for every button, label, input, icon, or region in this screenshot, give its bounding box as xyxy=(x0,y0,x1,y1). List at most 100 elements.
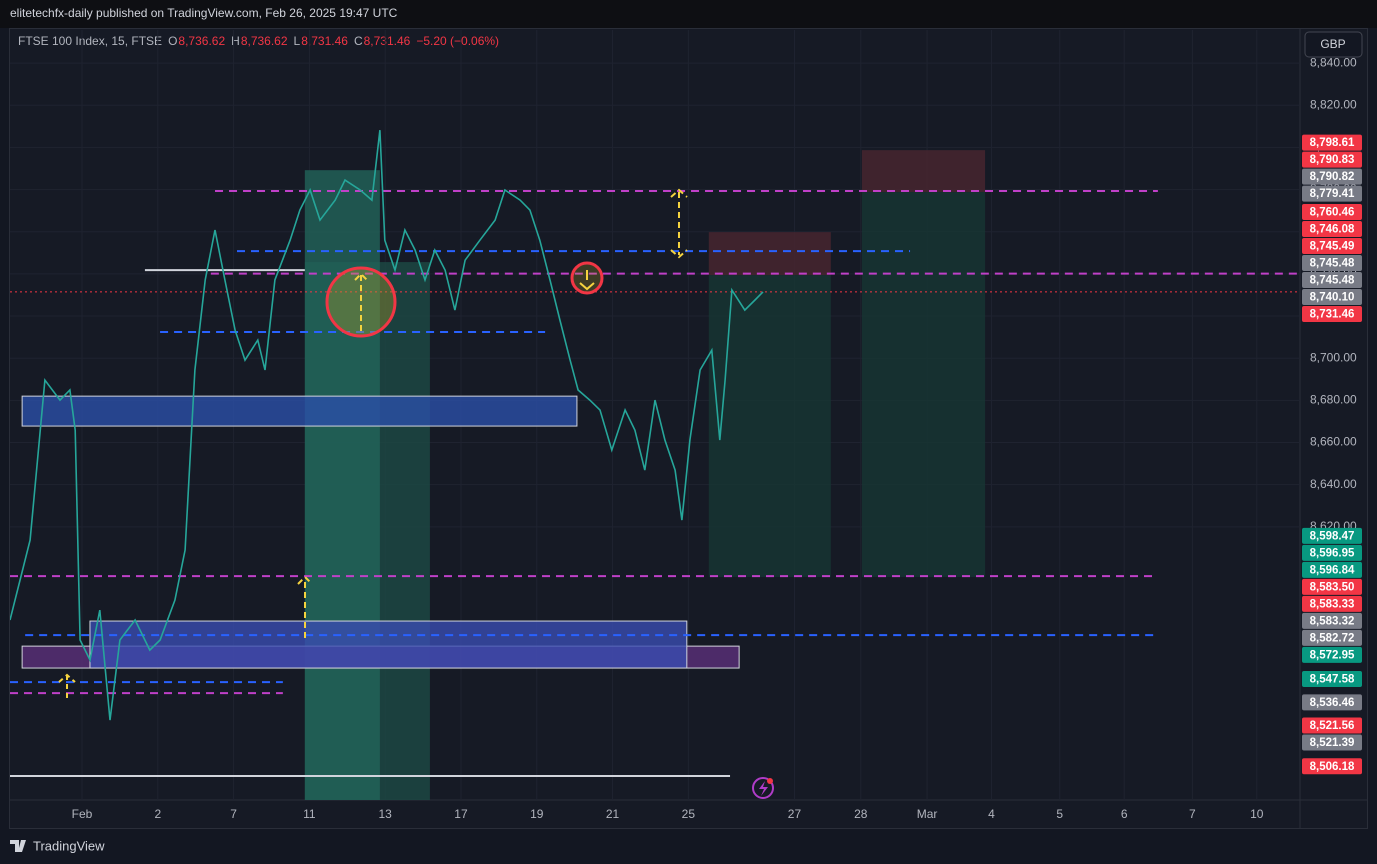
y-tick-label: 8,640.00 xyxy=(1310,477,1357,491)
price-label: 8,596.84 xyxy=(1310,564,1355,576)
y-tick-label: 8,660.00 xyxy=(1310,435,1357,449)
x-tick-label: 28 xyxy=(854,807,868,821)
price-label-box xyxy=(1302,646,1362,663)
x-tick-label: 25 xyxy=(682,807,696,821)
currency-label: GBP xyxy=(1320,37,1345,51)
y-tick-label: 8,840.00 xyxy=(1310,55,1357,69)
price-label-box xyxy=(1302,203,1362,220)
price-label-box xyxy=(1302,185,1362,202)
price-label: 8,760.46 xyxy=(1310,207,1355,219)
brand: TradingView xyxy=(10,838,105,853)
price-label-box xyxy=(1302,151,1362,168)
ohlc-name: H xyxy=(231,34,240,48)
price-label: 8,790.83 xyxy=(1310,154,1355,166)
ohlc-name: C xyxy=(354,34,363,48)
arrow xyxy=(297,575,313,640)
x-tick-label: 13 xyxy=(378,807,392,821)
ohlc-value: 8,736.62 xyxy=(178,34,225,48)
zone xyxy=(89,620,688,669)
zone xyxy=(708,275,831,577)
y-tick-label: 8,680.00 xyxy=(1310,393,1357,407)
price-line xyxy=(10,130,764,721)
highlight-circle xyxy=(325,266,397,338)
price-label: 8,506.18 xyxy=(1310,761,1355,773)
x-tick-label: 17 xyxy=(454,807,468,821)
ohlc-name: L xyxy=(294,34,301,48)
price-label: 8,547.58 xyxy=(1310,674,1355,686)
x-tick-label: 10 xyxy=(1250,807,1264,821)
x-tick-label: 11 xyxy=(303,807,316,821)
brand-logo xyxy=(10,840,26,852)
change-value: −5.20 (−0.06%) xyxy=(416,34,499,48)
price-label: 8,596.95 xyxy=(1310,547,1355,559)
x-tick-label: 7 xyxy=(230,807,237,821)
x-tick-label: 6 xyxy=(1121,807,1128,821)
x-tick-label: 5 xyxy=(1056,807,1063,821)
price-label-box xyxy=(1302,595,1362,612)
price-label-box xyxy=(1302,220,1362,237)
price-label-box xyxy=(1302,694,1362,711)
x-tick-label: 4 xyxy=(988,807,995,821)
price-label: 8,521.56 xyxy=(1310,720,1355,732)
legend: FTSE 100 Index, 15, FTSE O 8,736.62 H 8,736… xyxy=(18,34,499,48)
alert-icon[interactable] xyxy=(752,777,774,799)
brand-name: TradingView xyxy=(33,838,105,853)
price-label-box xyxy=(1302,578,1362,595)
plot-area xyxy=(10,130,1300,800)
x-tick-label: Feb xyxy=(72,807,93,821)
price-label: 8,583.50 xyxy=(1310,581,1355,593)
price-label: 8,790.82 xyxy=(1310,171,1355,183)
zone xyxy=(861,192,986,577)
zone xyxy=(861,150,986,193)
price-label: 8,731.46 xyxy=(1310,309,1355,321)
x-tick-label: Mar xyxy=(917,807,938,821)
arrow xyxy=(354,272,368,335)
x-tick-label: 27 xyxy=(788,807,802,821)
price-label-box xyxy=(1302,527,1362,544)
x-tick-label: 19 xyxy=(530,807,544,821)
ohlc-value: 8,731.46 xyxy=(364,34,411,48)
x-tick-label: 21 xyxy=(606,807,620,821)
annotations xyxy=(58,188,688,700)
price-label-box xyxy=(1302,288,1362,305)
price-label-box xyxy=(1302,629,1362,646)
price-label-box xyxy=(1302,305,1362,322)
price-label: 8,521.39 xyxy=(1310,737,1355,749)
price-label: 8,572.95 xyxy=(1310,649,1355,661)
symbol-title: FTSE 100 Index, 15, FTSE xyxy=(18,34,162,48)
currency-button[interactable] xyxy=(1304,31,1363,58)
price-label-box xyxy=(1302,271,1362,288)
price-label: 8,536.46 xyxy=(1310,697,1355,709)
x-tick-label: 2 xyxy=(154,807,161,821)
price-label-box xyxy=(1302,134,1362,151)
x-tick-label: 7 xyxy=(1189,807,1196,821)
price-label-box xyxy=(1302,758,1362,775)
price-label-box xyxy=(1302,670,1362,687)
price-label: 8,779.41 xyxy=(1310,188,1355,200)
price-label: 8,583.33 xyxy=(1310,598,1355,610)
alert-ring xyxy=(752,777,774,799)
price-label-box xyxy=(1302,612,1362,629)
publish-header: elitetechfx-daily published on TradingVi… xyxy=(10,6,398,20)
zone xyxy=(21,395,578,427)
price-label: 8,798.61 xyxy=(1310,137,1355,149)
zone xyxy=(304,170,380,800)
price-label-box xyxy=(1302,544,1362,561)
price-label: 8,746.08 xyxy=(1310,224,1355,236)
price-label: 8,582.72 xyxy=(1310,632,1355,644)
price-label-box xyxy=(1302,734,1362,751)
price-label-box xyxy=(1302,168,1362,185)
price-label-box xyxy=(1302,717,1362,734)
price-label: 8,598.47 xyxy=(1310,530,1355,542)
price-label-box xyxy=(1302,561,1362,578)
price-label: 8,583.32 xyxy=(1310,615,1355,627)
price-label: 8,745.48 xyxy=(1310,258,1355,270)
alert-bolt xyxy=(759,781,768,796)
price-label-box xyxy=(1302,237,1362,254)
alert-dot xyxy=(767,778,773,784)
price-label: 8,745.48 xyxy=(1310,275,1355,287)
zone xyxy=(708,232,831,276)
y-tick-label: 8,820.00 xyxy=(1310,97,1357,111)
price-label: 8,740.10 xyxy=(1310,292,1355,304)
